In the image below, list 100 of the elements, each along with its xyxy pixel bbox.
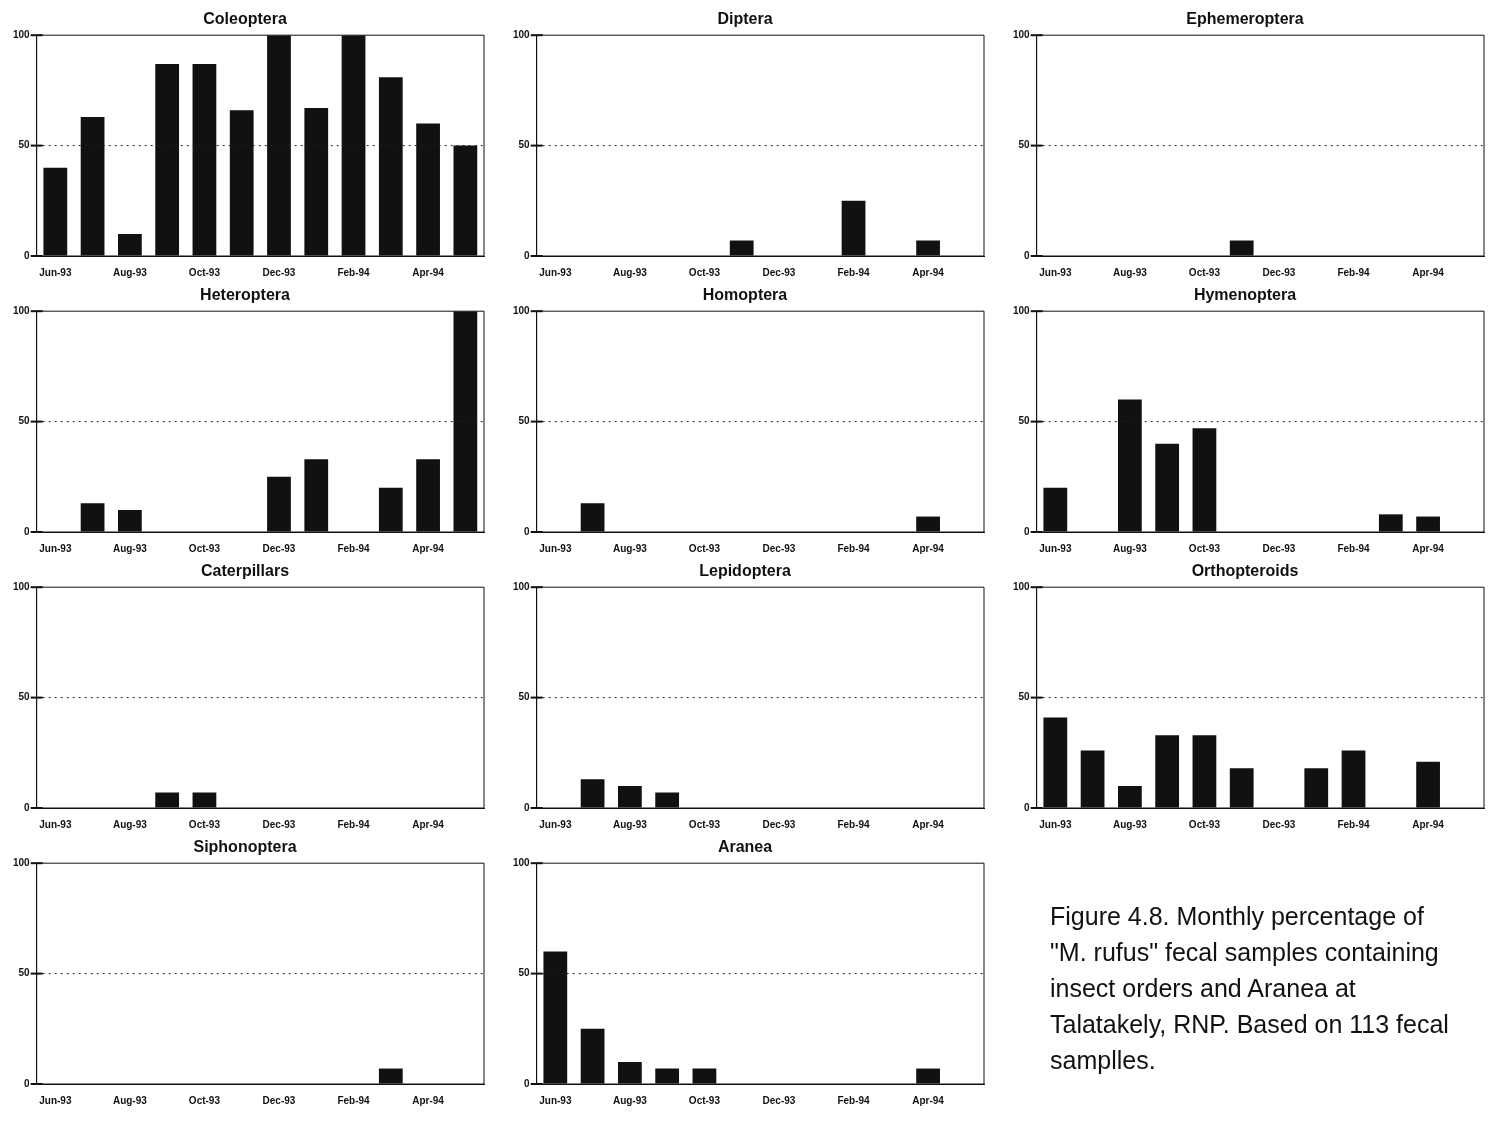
y-tick-label: 50 — [518, 967, 531, 979]
chart-title: Coleoptera — [203, 10, 287, 28]
x-tick-label: Aug-93 — [1112, 266, 1148, 278]
x-tick-label: Dec-93 — [762, 542, 796, 554]
x-tick-label: Oct-93 — [188, 542, 221, 554]
x-tick-label: Apr-94 — [1412, 818, 1445, 830]
x-tick-label: Feb-94 — [337, 1094, 371, 1106]
chart-title: Caterpillars — [200, 562, 290, 580]
x-tick-label: Aug-93 — [612, 1094, 648, 1106]
y-tick-label: 50 — [18, 967, 31, 979]
x-tick-label: Dec-93 — [262, 1094, 296, 1106]
y-tick-label: 50 — [518, 139, 531, 151]
y-tick-label: 100 — [513, 28, 531, 40]
y-tick-label: 0 — [1024, 249, 1031, 261]
x-tick-label: Dec-93 — [1262, 818, 1296, 830]
x-tick-label: Aug-93 — [612, 266, 648, 278]
x-tick-label: Feb-94 — [837, 266, 871, 278]
y-tick-label: 50 — [518, 415, 531, 427]
chart-title: Lepidoptera — [699, 562, 791, 580]
x-tick-label: Aug-93 — [112, 266, 148, 278]
x-tick-label: Oct-93 — [1188, 818, 1221, 830]
x-tick-label: Feb-94 — [1337, 818, 1371, 830]
x-tick-label: Apr-94 — [1412, 542, 1445, 554]
x-tick-label: Jun-93 — [539, 818, 572, 830]
x-tick-label: Oct-93 — [688, 1094, 721, 1106]
x-tick-label: Apr-94 — [912, 818, 945, 830]
x-tick-label: Jun-93 — [39, 266, 72, 278]
x-tick-label: Aug-93 — [112, 818, 148, 830]
x-tick-label: Oct-93 — [1188, 542, 1221, 554]
chart-title: Heteroptera — [200, 286, 290, 304]
x-tick-label: Dec-93 — [262, 542, 296, 554]
x-tick-label: Oct-93 — [188, 266, 221, 278]
y-tick-label: 0 — [24, 801, 31, 813]
x-tick-label: Aug-93 — [612, 542, 648, 554]
y-tick-label: 0 — [524, 249, 531, 261]
x-tick-label: Jun-93 — [1039, 818, 1072, 830]
y-tick-label: 50 — [518, 691, 531, 703]
y-tick-label: 100 — [13, 304, 31, 316]
x-tick-label: Dec-93 — [262, 818, 296, 830]
x-tick-label: Apr-94 — [412, 266, 445, 278]
x-tick-label: Jun-93 — [39, 1094, 72, 1106]
y-tick-label: 100 — [1013, 304, 1031, 316]
x-tick-label: Feb-94 — [837, 818, 871, 830]
y-tick-label: 0 — [24, 249, 31, 261]
x-tick-label: Jun-93 — [539, 1094, 572, 1106]
y-tick-label: 100 — [513, 580, 531, 592]
x-tick-label: Oct-93 — [688, 266, 721, 278]
x-tick-label: Dec-93 — [1262, 266, 1296, 278]
x-tick-label: Apr-94 — [412, 542, 445, 554]
x-tick-label: Jun-93 — [39, 818, 72, 830]
y-tick-label: 100 — [1013, 28, 1031, 40]
chart-title: Orthopteroids — [1191, 562, 1299, 580]
x-tick-label: Apr-94 — [912, 1094, 945, 1106]
y-tick-label: 0 — [524, 1077, 531, 1089]
x-tick-label: Feb-94 — [837, 1094, 871, 1106]
x-tick-label: Oct-93 — [1188, 266, 1221, 278]
x-tick-label: Dec-93 — [762, 266, 796, 278]
x-tick-label: Jun-93 — [539, 266, 572, 278]
y-tick-label: 100 — [513, 304, 531, 316]
x-tick-label: Oct-93 — [688, 542, 721, 554]
y-tick-label: 100 — [513, 856, 531, 868]
y-tick-label: 0 — [1024, 525, 1031, 537]
y-tick-label: 100 — [13, 856, 31, 868]
y-tick-label: 100 — [13, 28, 31, 40]
x-tick-label: Dec-93 — [762, 1094, 796, 1106]
y-tick-label: 50 — [18, 415, 31, 427]
y-tick-label: 0 — [524, 801, 531, 813]
x-tick-label: Aug-93 — [1112, 818, 1148, 830]
chart-title: Siphonoptera — [193, 838, 297, 856]
y-tick-label: 0 — [1024, 801, 1031, 813]
y-tick-label: 100 — [1013, 580, 1031, 592]
y-tick-label: 0 — [24, 1077, 31, 1089]
chart-title: Aranea — [717, 838, 773, 856]
y-tick-label: 50 — [1018, 691, 1031, 703]
x-tick-label: Aug-93 — [112, 542, 148, 554]
x-tick-label: Apr-94 — [912, 266, 945, 278]
x-tick-label: Dec-93 — [1262, 542, 1296, 554]
x-tick-label: Apr-94 — [912, 542, 945, 554]
y-tick-label: 100 — [13, 580, 31, 592]
chart-title: Diptera — [717, 10, 773, 28]
x-tick-label: Dec-93 — [762, 818, 796, 830]
x-tick-label: Feb-94 — [337, 266, 371, 278]
x-tick-label: Aug-93 — [612, 818, 648, 830]
chart-title: Homoptera — [702, 286, 788, 304]
y-tick-label: 50 — [18, 139, 31, 151]
x-tick-label: Apr-94 — [1412, 266, 1445, 278]
caption: Figure 4.8. Monthly percentage of "M. rufus" fecal samples containing insect orders and Aranea at Talatakely, RNP. Based on 113 fecal samplles. — [1049, 901, 1450, 1076]
chart-title: Hymenoptera — [1193, 286, 1297, 304]
x-tick-label: Oct-93 — [688, 818, 721, 830]
x-tick-label: Aug-93 — [1112, 542, 1148, 554]
x-tick-label: Feb-94 — [1337, 266, 1371, 278]
y-tick-label: 50 — [1018, 415, 1031, 427]
x-tick-label: Feb-94 — [837, 542, 871, 554]
x-tick-label: Feb-94 — [337, 818, 371, 830]
x-tick-label: Jun-93 — [539, 542, 572, 554]
chart-title: Ephemeroptera — [1186, 10, 1304, 28]
y-tick-label: 50 — [1018, 139, 1031, 151]
x-tick-label: Dec-93 — [262, 266, 296, 278]
x-tick-label: Apr-94 — [412, 818, 445, 830]
x-tick-label: Jun-93 — [39, 542, 72, 554]
